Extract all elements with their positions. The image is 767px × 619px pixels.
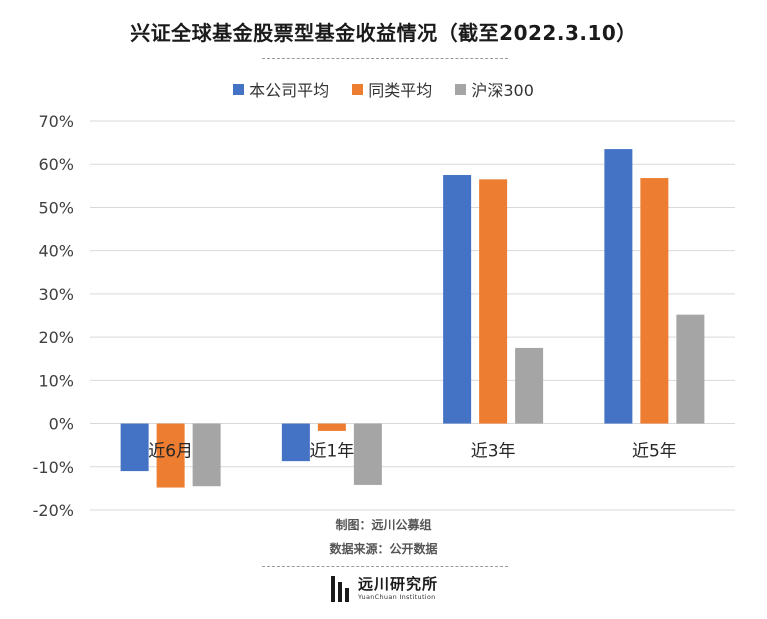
legend-label-1: 本公司平均 — [249, 81, 330, 100]
y-tick-label: 20% — [38, 328, 74, 347]
x-tick-label: 近1年 — [309, 442, 354, 462]
bar — [317, 423, 346, 431]
x-tick-label: 近5年 — [632, 442, 677, 462]
bar — [604, 149, 633, 424]
bar — [353, 423, 382, 485]
bar — [156, 423, 185, 488]
legend: 本公司平均 同类平均 沪深300 — [0, 77, 767, 101]
y-tick-label: 60% — [38, 155, 74, 174]
legend-label-2: 同类平均 — [368, 81, 433, 100]
bar — [120, 423, 149, 472]
y-tick-label: 40% — [38, 242, 74, 261]
chart-title: 兴证全球基金股票型基金收益情况（截至2022.3.10） — [130, 21, 637, 45]
bar — [640, 178, 669, 424]
legend-swatch-1 — [233, 83, 245, 95]
credit-source: 数据来源：公开数据 — [329, 542, 438, 556]
x-tick-label: 近6月 — [148, 442, 193, 462]
credit-divider — [262, 566, 508, 567]
bar — [281, 423, 310, 462]
legend-swatch-3 — [455, 83, 467, 95]
legend-label-3: 沪深300 — [471, 81, 534, 100]
credit-author: 制图：远川公募组 — [335, 518, 432, 532]
y-tick-label: 70% — [38, 112, 74, 131]
legend-item-2: 同类平均 — [352, 77, 432, 101]
logo-name-cn: 远川研究所 — [358, 575, 439, 594]
y-tick-label: 50% — [38, 198, 74, 217]
bar-logo-icon — [331, 576, 352, 602]
y-tick-label: 0% — [49, 415, 74, 434]
title-divider — [262, 58, 508, 59]
y-tick-label: 30% — [38, 285, 74, 304]
legend-swatch-2 — [352, 83, 364, 95]
brand-logo: 远川研究所 YuanChuan Institution — [331, 574, 438, 604]
bar — [443, 175, 472, 424]
bar — [479, 179, 508, 424]
logo-name-en: YuanChuan Institution — [358, 593, 436, 602]
legend-item-1: 本公司平均 — [233, 77, 329, 101]
bar — [515, 347, 544, 424]
y-tick-label: -20% — [33, 501, 74, 520]
y-tick-label: -10% — [33, 458, 74, 477]
bar — [192, 423, 221, 487]
legend-item-3: 沪深300 — [455, 77, 534, 101]
y-tick-label: 10% — [38, 371, 74, 390]
bar — [676, 314, 705, 424]
x-tick-label: 近3年 — [471, 442, 516, 462]
